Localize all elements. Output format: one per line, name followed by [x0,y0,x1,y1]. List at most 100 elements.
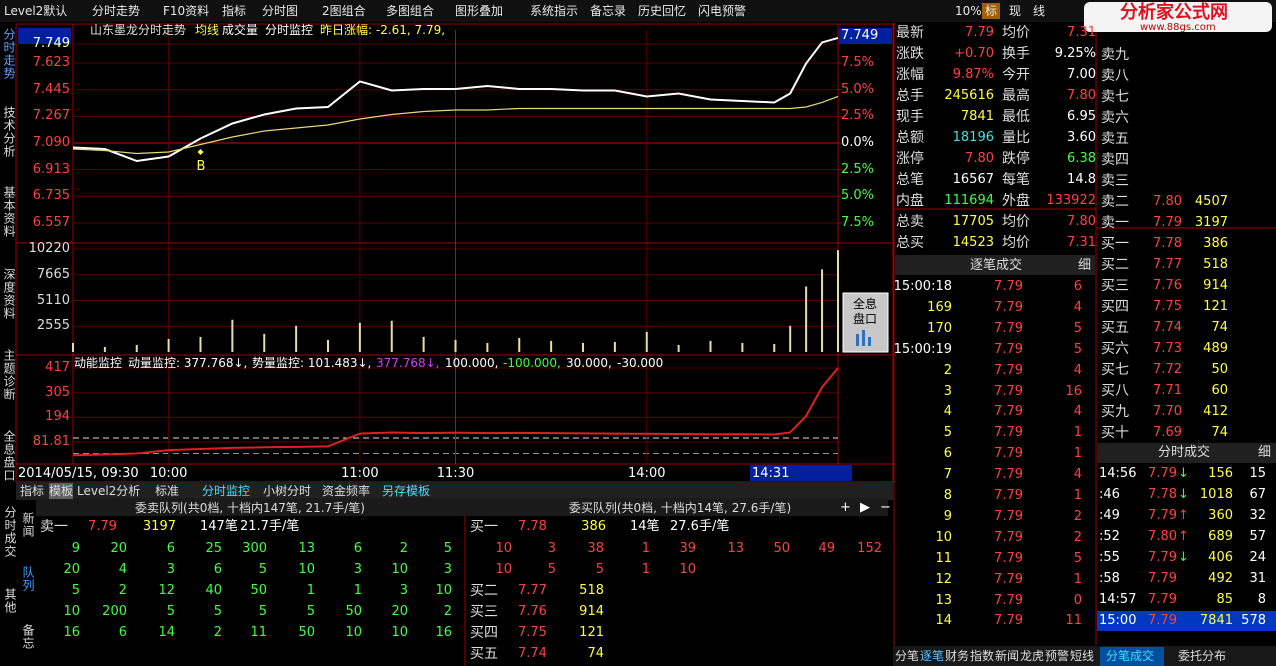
view-toggle[interactable]: 标 [982,3,1001,19]
label: 均价 [1002,214,1030,230]
marker-diamond [197,149,204,155]
next-button[interactable]: ▶ [860,500,870,515]
toolbar-button[interactable]: 2图组合 [322,4,366,18]
label: 7.00 [1067,67,1096,82]
label: 总手 [896,88,924,104]
tab[interactable]: 分时监控 [202,484,251,498]
label: 7.76 [518,604,547,619]
label: 2 [118,583,127,598]
tab[interactable]: 指标 [20,484,45,498]
tab[interactable]: 预警 [1045,649,1070,663]
label: 7 [943,467,952,483]
label: 现手 [896,109,924,125]
tab[interactable]: 另存模板 [382,484,431,498]
label: 20 [391,604,408,619]
toolbar-button[interactable]: 历史回忆 [638,4,687,18]
minus-button[interactable]: − [880,500,891,515]
label: 914 [579,604,604,619]
legend-item: 分时监控 [265,23,314,37]
label: 8 [943,488,952,503]
volume-bar [231,319,234,352]
detail-button[interactable]: 细 [1078,258,1092,273]
view-toggle[interactable]: 10% [955,4,982,18]
label: 38 [587,541,604,556]
label: 7.80 [1067,214,1096,229]
label: 涨跌 [896,46,924,62]
y-tick-label: 10220 [28,241,70,256]
side-tab[interactable]: 分时走势 [2,28,16,80]
toolbar-button[interactable]: 指标 [222,4,247,18]
queue-title: 委买队列(共0档, 十档内14笔, 27.6手/笔) [568,501,792,515]
label: 133922 [1046,193,1096,208]
label: 9.25% [1054,46,1096,61]
side-tab[interactable]: 分时成交 [3,506,17,558]
label: 买五 [470,646,498,662]
label: 1 [1073,488,1082,503]
tab[interactable]: 分笔 [895,649,920,663]
tab[interactable]: 小树分时 [263,484,312,498]
add-button[interactable]: + [840,500,851,515]
side-tab[interactable]: 主题诊断 [2,349,16,401]
full-panel-button[interactable]: 全息盘口 [853,297,878,326]
side-tab[interactable]: 技术分析 [2,106,16,158]
label: 5 [547,562,556,577]
label: 7.79 [88,519,117,534]
tab[interactable]: 模板 [49,483,74,499]
side-tab[interactable]: 全息盘口 [2,430,16,482]
tab[interactable]: 新闻 [995,649,1020,663]
y-tick-label: 6.913 [32,161,70,177]
y-tick-label: 7.267 [32,108,70,124]
tab[interactable]: 指数 [970,649,995,663]
view-toggle[interactable]: 线 [1033,4,1046,18]
toolbar-button[interactable]: 备忘录 [590,4,627,18]
side-tab[interactable]: 队列 [21,566,35,592]
toolbar-button[interactable]: 图形叠加 [455,4,504,18]
side-tab[interactable]: 其他 [3,588,17,614]
toolbar-button[interactable]: 系统指示 [530,4,579,18]
label: 7.78 [518,519,547,534]
indicator-title: 动能监控 [74,356,123,370]
label: 7.80 [965,151,994,166]
level-volume: 121 [1203,299,1228,314]
tab[interactable]: 分笔成交 [1106,649,1155,663]
side-tab[interactable]: 基本资料 [2,186,16,238]
side-tab[interactable]: 新闻 [21,512,35,538]
level-label: 卖一 [1101,215,1129,231]
tab[interactable]: Level2分析 [77,484,141,498]
indicator-value: -30.000 [617,356,664,370]
side-tab[interactable]: 备忘 [21,624,35,650]
tab[interactable]: 标准 [155,484,180,498]
toolbar-button[interactable]: F10资料 [163,4,210,18]
toolbar-button[interactable]: 多图组合 [386,4,435,18]
legend-item: 成交量 [222,23,259,37]
detail-button[interactable]: 细 [1258,445,1272,460]
toolbar-button[interactable]: Level2默认 [4,4,68,18]
label: 360 [1208,508,1233,523]
level-label: 买一 [1101,236,1129,252]
toolbar-button[interactable]: 分时走势 [92,4,141,18]
toolbar-button[interactable]: 分时图 [262,4,299,18]
label: 7.74 [518,646,547,661]
side-tab[interactable]: 深度资料 [2,268,16,320]
series-line [72,36,839,163]
tab[interactable]: 财务 [945,649,970,663]
label: 9 [71,541,80,556]
label: 5 [1073,320,1082,336]
y-tick-label: 6.735 [32,188,70,204]
label: 1 [641,562,650,577]
toolbar-button[interactable]: 闪电预警 [698,4,747,18]
tab[interactable]: 资金频率 [322,484,371,498]
label: 57 [1249,529,1266,544]
tab[interactable]: 委托分布 [1178,649,1227,663]
volume-bar [518,337,521,352]
tab[interactable]: 龙虎 [1020,649,1045,663]
label: 27.6手/笔 [670,519,730,534]
level-label: 买四 [1101,299,1129,315]
level-price: 7.71 [1153,383,1182,398]
label: 386 [581,519,606,534]
view-toggle[interactable]: 现 [1009,4,1022,18]
tab[interactable]: 逐笔 [920,649,945,663]
label: 6.38 [1067,151,1096,166]
x-tick-label: 11:00 [341,466,379,481]
tab[interactable]: 短线 [1070,649,1095,663]
